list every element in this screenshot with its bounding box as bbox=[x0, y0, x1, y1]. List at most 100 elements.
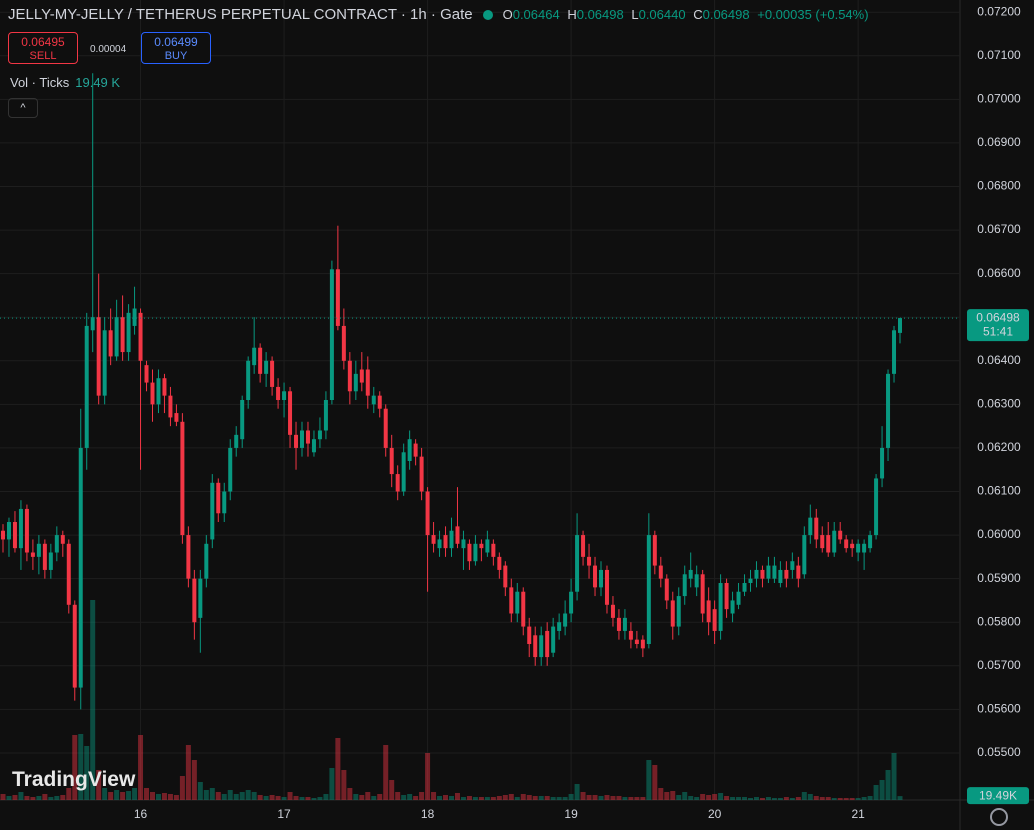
volume-bar bbox=[879, 780, 885, 800]
candle-body bbox=[730, 600, 735, 614]
volume-bar bbox=[610, 796, 616, 800]
volume-bar bbox=[293, 796, 299, 800]
candle-body bbox=[868, 535, 873, 549]
volume-bar bbox=[72, 735, 78, 800]
candle-body bbox=[186, 535, 191, 579]
candle-body bbox=[461, 539, 466, 549]
candle-body bbox=[694, 574, 699, 588]
volume-bar bbox=[849, 798, 855, 800]
volume-bar bbox=[347, 788, 353, 800]
volume-bar bbox=[640, 797, 646, 800]
volume-bar bbox=[765, 797, 771, 800]
volume-bar bbox=[185, 745, 191, 800]
candle-body bbox=[126, 312, 131, 353]
sell-button[interactable]: 0.06495 SELL bbox=[8, 32, 78, 64]
volume-bar bbox=[221, 794, 227, 800]
volume-bar bbox=[508, 794, 514, 800]
candle-body bbox=[401, 452, 406, 492]
candle-body bbox=[826, 535, 831, 553]
candle-body bbox=[874, 478, 879, 536]
volume-bar bbox=[275, 796, 281, 800]
candle-body bbox=[240, 400, 245, 440]
volume-bar bbox=[60, 795, 66, 800]
candle-body bbox=[437, 539, 442, 549]
candle-body bbox=[407, 439, 412, 462]
y-tick-label: 0.06700 bbox=[977, 222, 1021, 236]
logo: TradingView bbox=[12, 768, 136, 791]
x-tick-label: 16 bbox=[134, 807, 148, 821]
candle-body bbox=[778, 569, 783, 584]
legend-key: H bbox=[567, 7, 577, 22]
settings-button[interactable] bbox=[990, 808, 1008, 826]
candle-body bbox=[365, 369, 370, 396]
candle-body bbox=[604, 569, 609, 605]
volume-bar bbox=[586, 795, 592, 800]
legend-value: 0.06498 bbox=[576, 7, 624, 22]
candle-body bbox=[886, 373, 891, 448]
last-price-label: 0.06498 bbox=[976, 310, 1020, 324]
volume-bar bbox=[622, 797, 628, 800]
volume-bar bbox=[126, 791, 132, 800]
candle-body bbox=[168, 395, 173, 418]
volume-bar bbox=[616, 796, 622, 800]
candle-body bbox=[850, 543, 855, 549]
candle-body bbox=[790, 561, 795, 570]
volume-bar bbox=[748, 798, 753, 800]
candle-body bbox=[509, 587, 514, 614]
candle-body bbox=[676, 596, 681, 627]
volume-bar bbox=[305, 797, 311, 800]
header: JELLY-MY-JELLY / TETHERUS PERPETUAL CONT… bbox=[8, 6, 873, 23]
volume-bar bbox=[329, 768, 335, 800]
volume-bar bbox=[24, 796, 30, 800]
volume-bar bbox=[544, 796, 550, 800]
candle-body bbox=[521, 591, 526, 627]
volume-bar bbox=[215, 792, 221, 800]
y-tick-label: 0.06900 bbox=[977, 135, 1021, 149]
volume-bar bbox=[676, 795, 682, 800]
candle-body bbox=[311, 439, 316, 453]
volume-bar bbox=[311, 798, 317, 800]
candle-body bbox=[892, 330, 897, 374]
y-tick-label: 0.06800 bbox=[977, 179, 1021, 193]
candle-body bbox=[317, 430, 322, 440]
volume-bar bbox=[598, 796, 604, 800]
volume-bar bbox=[191, 760, 197, 800]
volume-bar bbox=[173, 795, 179, 800]
volume-bar bbox=[628, 797, 634, 800]
candle-body bbox=[658, 565, 663, 579]
volume-bar bbox=[496, 796, 502, 800]
volume-bar bbox=[550, 797, 556, 800]
candle-body bbox=[724, 583, 729, 610]
volume-bar bbox=[233, 794, 239, 800]
volume-bar bbox=[197, 782, 203, 800]
collapse-button[interactable]: ^ bbox=[8, 98, 38, 118]
candle-body bbox=[838, 530, 843, 540]
candle-body bbox=[258, 347, 263, 374]
volume-bar bbox=[102, 788, 108, 800]
candle-body bbox=[497, 556, 502, 570]
candle-body bbox=[443, 535, 448, 549]
candle-body bbox=[114, 317, 119, 357]
candle-body bbox=[784, 569, 789, 579]
volume-bar bbox=[419, 792, 425, 800]
candle-body bbox=[640, 639, 645, 649]
volume-bar bbox=[568, 794, 574, 800]
volume-bar bbox=[777, 798, 783, 800]
buy-button[interactable]: 0.06499 BUY bbox=[141, 32, 211, 64]
volume-bar bbox=[646, 760, 652, 800]
candle-body bbox=[431, 535, 436, 544]
y-tick-label: 0.05900 bbox=[977, 571, 1021, 585]
volume-bar bbox=[694, 797, 700, 800]
candle-body bbox=[419, 456, 424, 492]
volume-legend: Vol · Ticks 19.49 K bbox=[10, 75, 120, 90]
volume-bar bbox=[30, 797, 36, 800]
candle-body bbox=[383, 408, 388, 448]
volume-bar bbox=[502, 795, 508, 800]
volume-title: Vol · Ticks bbox=[10, 75, 70, 90]
volume-bar bbox=[891, 753, 897, 800]
y-tick-label: 0.07200 bbox=[977, 4, 1021, 18]
candle-body bbox=[802, 535, 807, 575]
candle-body bbox=[575, 535, 580, 592]
volume-bar bbox=[682, 792, 688, 800]
volume-bar bbox=[269, 795, 275, 800]
